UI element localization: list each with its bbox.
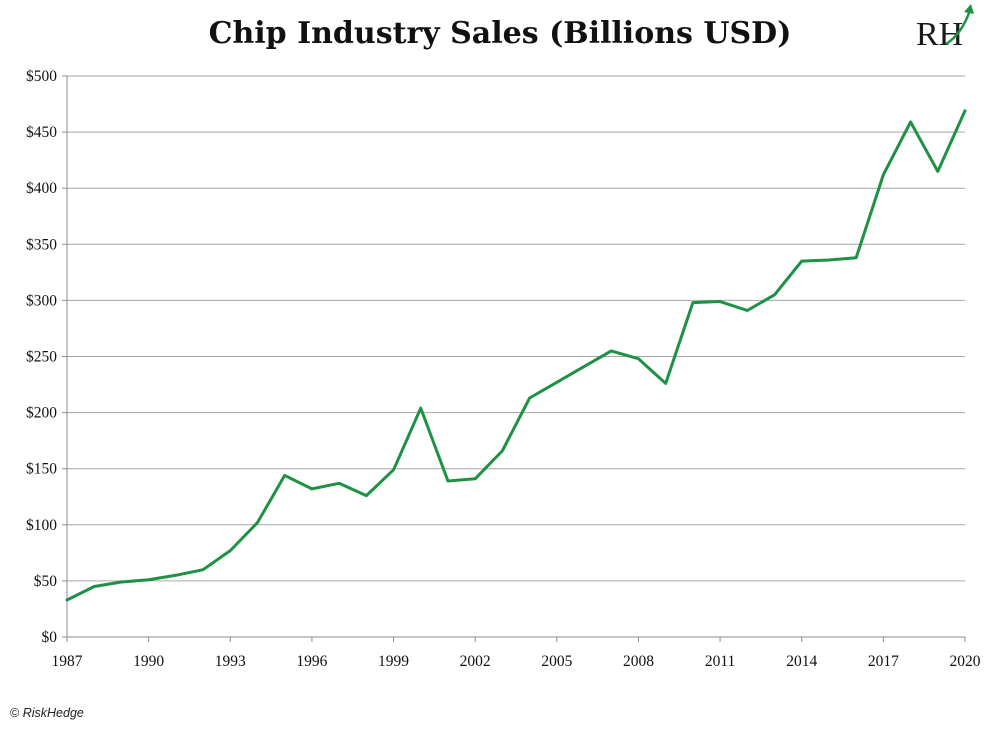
x-tick-label: 2014: [786, 653, 817, 670]
x-tick-label: 2017: [868, 653, 899, 670]
x-tick-label: 1999: [378, 653, 409, 670]
y-tick-label: $150: [26, 461, 57, 478]
y-tick-label: $300: [26, 292, 57, 309]
rh-arrow-logo-icon: [945, 9, 972, 46]
x-tick-label: 2020: [950, 653, 981, 670]
x-tick-label: 1990: [133, 653, 164, 670]
x-tick-label: 1996: [296, 653, 327, 670]
copyright-credit: © RiskHedge: [10, 706, 84, 720]
series-layer: [65, 109, 967, 602]
x-tick-labels: 1987 1990 1993 1996 1999 2002 2005 2008 2011 2014…: [52, 653, 981, 670]
x-tick-label: 1987: [52, 653, 83, 670]
y-tick-label: $200: [26, 405, 57, 422]
x-tick-label: 1993: [215, 653, 246, 670]
x-tick-label: 2005: [541, 653, 572, 670]
y-tick-label: $400: [26, 180, 57, 197]
rh-logo: RH: [916, 4, 974, 53]
y-tick-label: $350: [26, 236, 57, 253]
y-tick-label: $250: [26, 349, 57, 366]
y-tick-label: $500: [26, 68, 57, 85]
y-tick-label: $100: [26, 517, 57, 534]
x-tick-label: 2011: [705, 653, 735, 670]
copyright-icon: ©: [10, 706, 20, 720]
axes: [62, 75, 966, 642]
y-tick-label: $450: [26, 124, 57, 141]
x-tick-label: 2008: [623, 653, 654, 670]
credit-text: RiskHedge: [22, 706, 84, 720]
chart-title: Chip Industry Sales (Billions USD): [209, 16, 792, 51]
series-line-sales: [65, 109, 967, 602]
y-tick-label: $50: [34, 573, 58, 590]
grid-lines: [67, 75, 965, 582]
rh-arrow-head-icon: [964, 4, 974, 14]
y-tick-label: $0: [42, 629, 58, 646]
y-tick-labels: $0 $50 $100 $150 $200 $250 $300 $350 $400 $450 $50…: [26, 68, 57, 646]
x-tick-label: 2002: [460, 653, 491, 670]
